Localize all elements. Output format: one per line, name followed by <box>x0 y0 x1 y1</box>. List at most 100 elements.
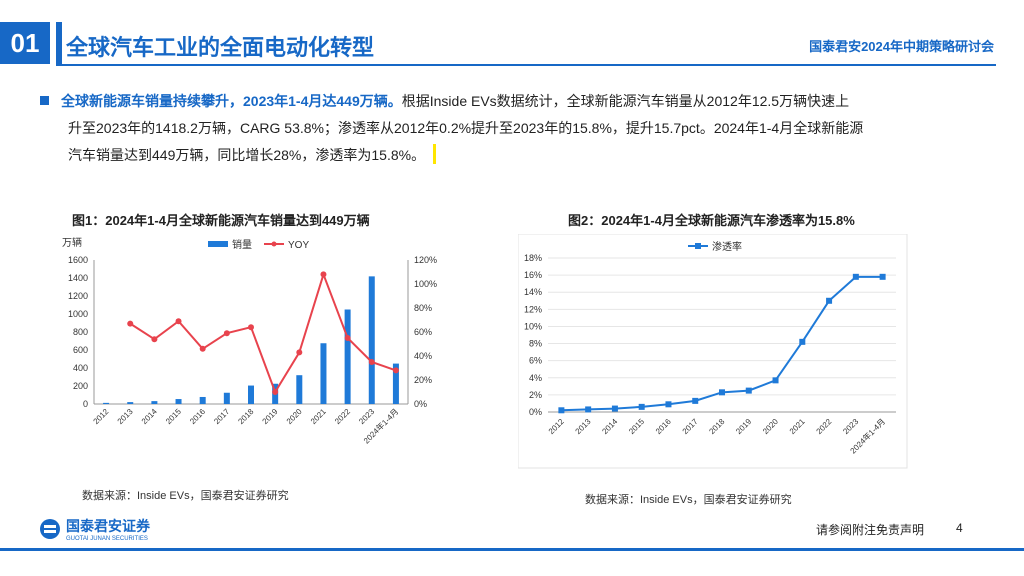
summary-line-3: 汽车销量达到449万辆，同比增长28%，渗透率为15.8%。 <box>68 147 426 163</box>
x-tick-label: 2012 <box>92 407 111 426</box>
figure-1-source: 数据来源：Inside EVs，国泰君安证券研究 <box>82 490 289 502</box>
sales-yoy-combo-chart: 万辆 销量 YOY 02004006008001000120014001600 … <box>62 236 437 445</box>
logo-mark-icon: 国泰君安证券 GUOTAI JUNAN SECURITIES <box>40 518 151 542</box>
y-tick-label: 2% <box>529 390 542 400</box>
yoy-point <box>344 335 351 341</box>
x-tick-label: 2012 <box>547 417 566 436</box>
summary-headline: 全球新能源车销量持续攀升，2023年1-4月达449万辆。 <box>61 93 402 109</box>
x-tick-label: 2016 <box>188 407 207 426</box>
right-tick-label: 0% <box>414 399 427 409</box>
sales-bar <box>223 392 230 404</box>
x-tick-label: 2020 <box>761 417 780 436</box>
yoy-point <box>368 359 375 365</box>
y-tick-label: 16% <box>524 270 542 280</box>
y-tick-label: 8% <box>529 339 542 349</box>
company-logo: 国泰君安证券 GUOTAI JUNAN SECURITIES <box>38 516 208 547</box>
x-tick-label: 2015 <box>164 407 183 426</box>
sales-bar <box>320 343 327 404</box>
x-tick-label: 2020 <box>285 407 304 426</box>
legend-yoy-marker <box>271 241 277 247</box>
y-tick-label: 10% <box>524 321 542 331</box>
title-divider <box>56 64 996 66</box>
left-tick-label: 0 <box>83 399 88 409</box>
sales-bar <box>175 399 182 404</box>
x-tick-label: 2015 <box>627 417 646 436</box>
yoy-point <box>248 324 254 331</box>
left-tick-label: 1400 <box>68 273 88 283</box>
left-tick-label: 1600 <box>68 255 88 265</box>
penetration-point <box>799 338 806 345</box>
legend-rate-marker <box>695 243 701 249</box>
penetration-point <box>719 389 725 396</box>
right-tick-label: 20% <box>414 375 432 385</box>
penetration-point <box>745 387 752 394</box>
legend-sales-swatch <box>208 241 228 247</box>
figure-1-title: 图1：2024年1-4月全球新能源汽车销量达到449万辆 <box>72 213 370 228</box>
x-tick-label: 2022 <box>333 407 352 426</box>
x-tick-label: 2018 <box>236 407 255 426</box>
right-tick-label: 40% <box>414 351 432 361</box>
penetration-point <box>772 377 779 384</box>
legend-sales-label: 销量 <box>232 238 252 251</box>
logo-en-text: GUOTAI JUNAN SECURITIES <box>66 536 148 542</box>
figure-2-source: 数据来源：Inside EVs，国泰君安证券研究 <box>585 494 792 506</box>
sales-bar <box>151 401 158 404</box>
section-number: 01 <box>0 22 50 64</box>
sales-bar <box>127 402 134 404</box>
penetration-point <box>826 297 833 304</box>
x-tick-label: 2023 <box>357 407 376 426</box>
summary-line-1: 根据Inside EVs数据统计，全球新能源汽车销量从2012年12.5万辆快速… <box>401 93 850 109</box>
y-tick-label: 6% <box>529 356 542 366</box>
text-cursor-icon <box>433 144 437 164</box>
page-title: 全球汽车工业的全面电动化转型 <box>66 35 375 60</box>
logo-cn-text: 国泰君安证券 <box>66 518 151 534</box>
penetration-point <box>611 405 618 412</box>
disclaimer-link[interactable]: 请参阅附注免责声明 <box>816 523 925 537</box>
yoy-point <box>272 389 279 395</box>
chart2-legend: 渗透率 <box>688 240 742 253</box>
yoy-line <box>129 271 397 395</box>
right-tick-label: 80% <box>414 303 432 313</box>
penetration-point <box>665 401 672 408</box>
left-tick-label: 400 <box>73 363 88 373</box>
sales-bar <box>199 396 206 404</box>
x-tick-label: 2013 <box>116 407 135 426</box>
x-tick-label: 2019 <box>734 417 753 436</box>
title-accent-bar <box>56 22 62 66</box>
chart1-legend: 销量 YOY <box>208 238 309 251</box>
penetration-point <box>692 397 699 404</box>
penetration-point <box>585 406 592 413</box>
x-tick-label: 2017 <box>212 407 231 426</box>
x-tick-label: 2018 <box>707 417 726 436</box>
x-tick-label: 2023 <box>841 417 860 436</box>
summary-line-2: 升至2023年的1418.2万辆，CARG 53.8%；渗透率从2012年0.2… <box>68 120 864 136</box>
page-number: 4 <box>956 521 963 535</box>
yoy-point <box>223 330 230 337</box>
y-tick-label: 0% <box>529 407 542 417</box>
summary-paragraph: 全球新能源车销量持续攀升，2023年1-4月达449万辆。根据Inside EV… <box>40 88 970 169</box>
x-tick-label: 2014 <box>140 407 159 426</box>
right-tick-label: 60% <box>414 327 432 337</box>
x-tick-label: 2019 <box>261 407 280 426</box>
yoy-point <box>127 320 134 327</box>
yoy-point <box>392 367 399 374</box>
left-tick-label: 1200 <box>68 291 88 301</box>
right-tick-label: 100% <box>414 279 437 289</box>
event-name: 国泰君安2024年中期策略研讨会 <box>809 39 994 54</box>
legend-rate-label: 渗透率 <box>712 240 742 253</box>
legend-yoy-label: YOY <box>288 240 309 251</box>
x-tick-label: 2021 <box>309 407 328 426</box>
penetration-rate-chart: 渗透率 0% 2% 4% 6% 8% 10% 12% 14% 16% 18% 2012 2013 20… <box>518 234 908 469</box>
right-tick-label: 120% <box>414 255 437 265</box>
penetration-point <box>558 407 565 414</box>
left-tick-label: 600 <box>73 345 88 355</box>
x-tick-label: 2017 <box>681 417 700 436</box>
sales-bar <box>368 276 375 404</box>
yoy-point <box>199 345 206 352</box>
y-tick-label: 4% <box>529 373 542 383</box>
yoy-point <box>296 349 303 356</box>
penetration-point <box>638 403 645 410</box>
yoy-point <box>320 271 327 278</box>
left-tick-label: 200 <box>73 381 88 391</box>
left-axis-label: 万辆 <box>62 236 82 249</box>
